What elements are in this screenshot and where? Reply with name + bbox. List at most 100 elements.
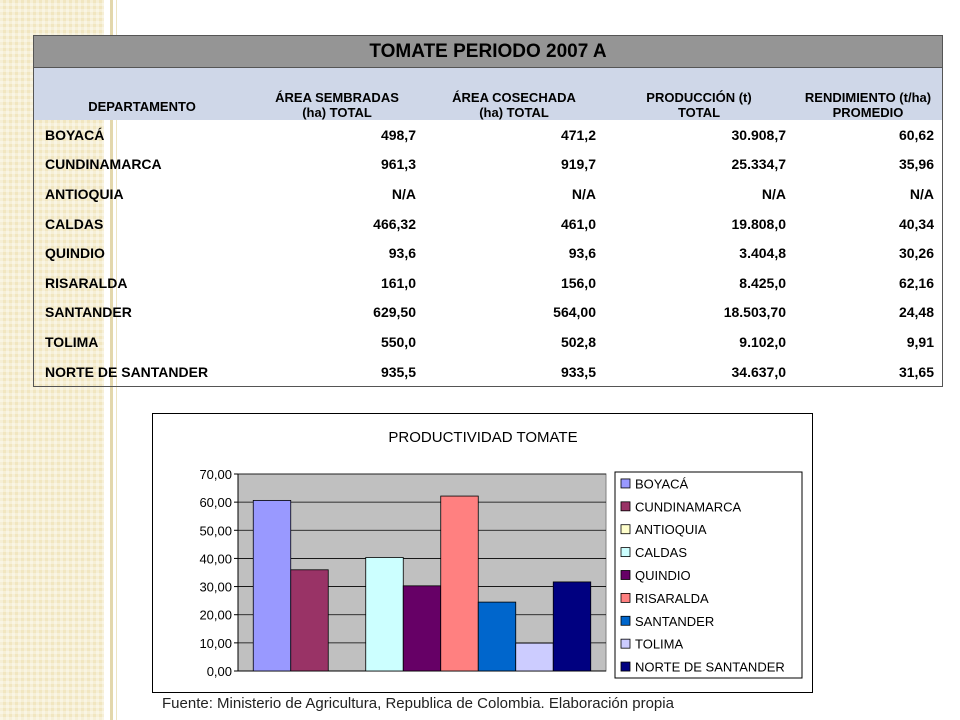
cell-cosechada: 933,5	[560, 363, 596, 380]
cell-produccion: N/A	[761, 185, 786, 202]
source-note: Fuente: Ministerio de Agricultura, Repub…	[162, 695, 674, 712]
header-area-cosechada: ÁREA COSECHADA (ha) TOTAL	[424, 67, 604, 120]
tomato-data-table: TOMATE PERIODO 2007 A DEPARTAMENTO ÁREA …	[33, 35, 943, 388]
cell-departamento: NORTE DE SANTANDER	[45, 363, 209, 380]
table-row: ANTIOQUIA N/A N/A N/A N/A	[34, 179, 943, 209]
legend-swatch	[620, 501, 631, 512]
legend-label: TOLIMA	[635, 637, 683, 652]
cell-departamento: QUINDIO	[45, 245, 105, 262]
cell-rendimiento: 30,26	[898, 245, 934, 262]
bar-santander	[477, 601, 517, 672]
cell-sembrada: 93,6	[388, 245, 416, 262]
bar-caldas	[365, 557, 404, 672]
legend-swatch	[620, 615, 631, 626]
y-tick-label: 20,00	[199, 608, 232, 623]
chart-title: PRODUCTIVIDAD TOMATE	[388, 429, 577, 446]
header-line: ÁREA COSECHADA	[452, 90, 576, 105]
header-departamento: DEPARTAMENTO	[33, 67, 250, 120]
bar-quindio	[402, 585, 442, 672]
cell-produccion: 18.503,70	[723, 304, 786, 321]
productivity-chart: PRODUCTIVIDAD TOMATE 0,00 10,00 20,00 30,00…	[152, 413, 813, 693]
bar-tolima	[515, 642, 554, 672]
cell-produccion: 8.425,0	[739, 274, 786, 291]
cell-sembrada: 935,5	[380, 363, 416, 380]
cell-cosechada: 461,0	[560, 215, 596, 232]
table-row: SANTANDER 629,50 564,00 18.503,70 24,48	[34, 298, 943, 328]
cell-rendimiento: 35,96	[898, 156, 934, 173]
decorative-line	[110, 0, 113, 720]
legend-box	[614, 471, 803, 679]
legend-swatch	[620, 592, 631, 603]
y-tick-label: 10,00	[199, 636, 232, 651]
table-row: QUINDIO 93,6 93,6 3.404,8 30,26	[34, 238, 943, 268]
legend-label: BOYACÁ	[635, 476, 689, 491]
y-tick-label: 50,00	[199, 523, 232, 538]
cell-produccion: 30.908,7	[731, 126, 787, 143]
cell-rendimiento: 62,16	[898, 274, 934, 291]
legend-label: SANTANDER	[635, 614, 714, 629]
y-tick-label: 30,00	[199, 580, 232, 595]
chart-legend: BOYACÁ CUNDINAMARCA ANTIOQUIA CALDAS QUINDIO…	[614, 471, 803, 679]
cell-cosechada: 564,00	[553, 304, 596, 321]
cell-produccion: 3.404,8	[739, 245, 786, 262]
y-tick-label: 60,00	[199, 495, 232, 510]
header-line: TOTAL	[677, 105, 721, 120]
table-body: BOYACÁ 498,7 471,2 30.908,7 60,62 CUNDIN…	[34, 120, 943, 387]
bar-boyac-	[252, 499, 292, 672]
cell-departamento: CUNDINAMARCA	[45, 156, 162, 173]
table-row: CUNDINAMARCA 961,3 919,7 25.334,7 35,96	[34, 150, 943, 180]
cell-cosechada: 156,0	[560, 274, 596, 291]
header-line: ÁREA SEMBRADAS	[275, 90, 399, 105]
cell-cosechada: 502,8	[560, 333, 596, 350]
y-tick-label: 70,00	[199, 467, 232, 482]
table-row: BOYACÁ 498,7 471,2 30.908,7 60,62	[34, 120, 943, 150]
cell-sembrada: 629,50	[373, 304, 416, 321]
cell-cosechada: 919,7	[560, 156, 596, 173]
cell-departamento: CALDAS	[45, 215, 104, 232]
chart-canvas: PRODUCTIVIDAD TOMATE 0,00 10,00 20,00 30,00…	[199, 429, 803, 679]
cell-rendimiento: N/A	[909, 185, 934, 202]
legend-label: ANTIOQUIA	[635, 522, 707, 537]
cell-cosechada: 471,2	[560, 126, 596, 143]
cell-cosechada: N/A	[571, 185, 596, 202]
header-rendimiento: RENDIMIENTO (t/ha) PROMEDIO	[794, 67, 943, 120]
cell-produccion: 34.637,0	[731, 363, 787, 380]
cell-departamento: BOYACÁ	[45, 126, 105, 143]
cell-sembrada: 498,7	[380, 126, 416, 143]
cell-departamento: RISARALDA	[45, 274, 128, 291]
table-row: NORTE DE SANTANDER 935,5 933,5 34.637,0 …	[34, 357, 943, 387]
cell-rendimiento: 60,62	[898, 126, 934, 143]
bar-norte-de-santander	[552, 581, 592, 672]
cell-produccion: 25.334,7	[731, 156, 787, 173]
cell-cosechada: 93,6	[568, 245, 596, 262]
header-area-sembrada: ÁREA SEMBRADAS (ha) TOTAL	[250, 67, 424, 120]
header-line: PRODUCCIÓN (t)	[646, 90, 752, 105]
legend-label: QUINDIO	[635, 568, 691, 583]
cell-sembrada: 161,0	[380, 274, 416, 291]
legend-label: NORTE DE SANTANDER	[635, 660, 785, 675]
legend-swatch	[620, 570, 631, 580]
cell-produccion: 9.102,0	[739, 333, 786, 350]
header-line: (ha) TOTAL	[302, 105, 372, 120]
decorative-side-strip	[0, 0, 104, 720]
header-produccion: PRODUCCIÓN (t) TOTAL	[604, 67, 794, 120]
plot-area: 0,00 10,00 20,00 30,00 40,00 50,00 60,00 70,00	[199, 467, 607, 679]
decorative-line	[116, 0, 117, 720]
cell-departamento: SANTANDER	[45, 304, 132, 321]
table-row: RISARALDA 161,0 156,0 8.425,0 62,16	[34, 268, 943, 298]
bar-risaralda	[440, 495, 479, 672]
legend-swatch	[620, 638, 631, 649]
header-line: RENDIMIENTO (t/ha)	[804, 90, 932, 105]
bar-cundinamarca	[290, 569, 329, 672]
cell-departamento: TOLIMA	[45, 333, 99, 350]
table-row: CALDAS 466,32 461,0 19.808,0 40,34	[34, 209, 943, 239]
cell-sembrada: 466,32	[373, 215, 416, 232]
header-line: (ha) TOTAL	[479, 105, 549, 120]
cell-sembrada: 550,0	[380, 333, 416, 350]
cell-sembrada: N/A	[391, 185, 416, 202]
legend-label: CUNDINAMARCA	[635, 499, 742, 514]
legend-swatch	[620, 547, 631, 558]
y-tick-label: 0,00	[207, 664, 232, 679]
cell-departamento: ANTIOQUIA	[45, 185, 124, 202]
legend-label: CALDAS	[635, 545, 687, 560]
